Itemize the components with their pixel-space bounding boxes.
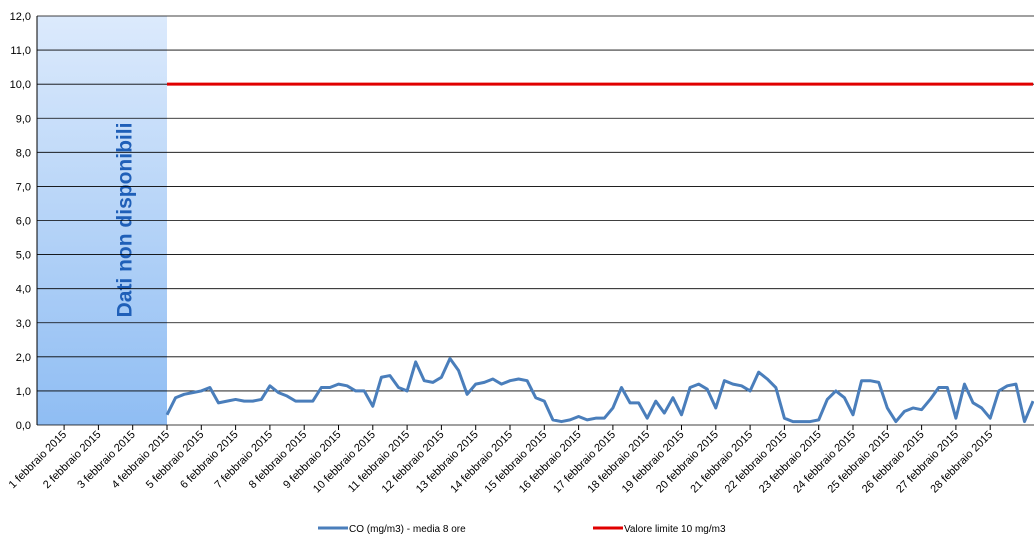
y-tick-label: 5,0: [16, 250, 31, 262]
x-tick-label: 28 febbraio 2015: [928, 429, 995, 496]
y-tick-label: 6,0: [16, 216, 31, 228]
y-tick-label: 3,0: [16, 318, 31, 330]
legend-label: Valore limite 10 mg/m3: [624, 524, 726, 535]
x-tick-label: 23 febbraio 2015: [757, 429, 824, 496]
x-tick-label: 11 febbraio 2015: [346, 429, 412, 495]
x-tick-label: 16 febbraio 2015: [517, 429, 584, 496]
y-tick-label: 11,0: [10, 45, 31, 57]
x-tick-label: 26 febbraio 2015: [860, 429, 927, 496]
x-tick-label: 14 febbraio 2015: [448, 429, 515, 496]
series-line: [165, 357, 1034, 424]
x-tick-label: 12 febbraio 2015: [380, 429, 447, 496]
y-tick-label: 8,0: [16, 147, 31, 159]
x-tick-label: 19 febbraio 2015: [620, 429, 687, 496]
y-tick-label: 9,0: [16, 113, 31, 125]
x-tick-label: 1 febbraio 2015: [7, 429, 70, 492]
y-tick-label: 12,0: [10, 11, 31, 23]
annotation: Dati non disponibili: [114, 123, 137, 318]
x-tick-label: 17 febbraio 2015: [551, 429, 618, 496]
x-tick-label: 21 febbraio 2015: [688, 429, 755, 496]
x-tick-label: 27 febbraio 2015: [894, 429, 961, 496]
x-tick-label: 15 febbraio 2015: [483, 429, 550, 496]
y-tick-label: 2,0: [16, 352, 31, 364]
x-tick-label: 20 febbraio 2015: [654, 429, 721, 496]
x-tick-label: 18 febbraio 2015: [585, 429, 652, 496]
legend-label: CO (mg/m3) - media 8 ore: [349, 524, 466, 535]
y-tick-label: 0,0: [16, 420, 31, 432]
y-tick-label: 7,0: [16, 181, 31, 193]
y-tick-label: 1,0: [16, 386, 31, 398]
y-tick-label: 10,0: [10, 79, 31, 91]
x-tick-label: 22 febbraio 2015: [723, 429, 790, 496]
x-tick-label: 25 febbraio 2015: [826, 429, 893, 496]
x-tick-label: 10 febbraio 2015: [311, 429, 378, 496]
x-tick-label: 24 febbraio 2015: [791, 429, 858, 496]
y-tick-label: 4,0: [16, 284, 31, 296]
x-tick-label: 13 febbraio 2015: [414, 429, 481, 496]
